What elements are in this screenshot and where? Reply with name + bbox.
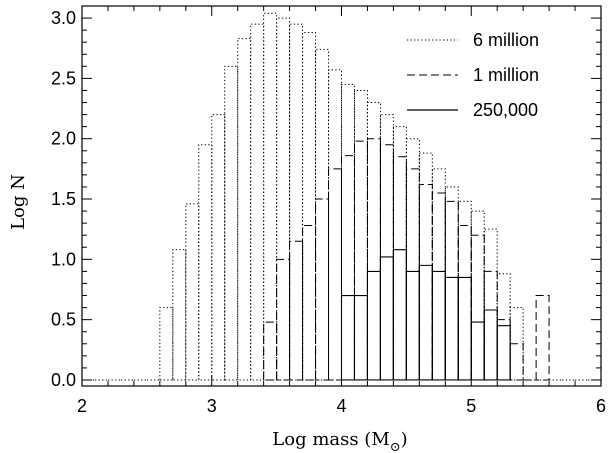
bar-solid-6 — [418, 264, 433, 381]
bar-dotted-13 — [250, 23, 265, 381]
legend: 6 million 1 million 250,000 — [407, 30, 539, 120]
bar-solid-10 — [470, 321, 485, 381]
bar-solid-7 — [431, 270, 446, 381]
bar-solid-11 — [483, 309, 498, 381]
bar-solid-9 — [457, 276, 472, 381]
bar-dashed-9 — [379, 144, 394, 381]
legend-label-dashed: 1 million — [473, 65, 539, 85]
bar-solid-0 — [340, 294, 356, 381]
bar-dotted-8 — [185, 203, 200, 381]
bar-dashed-19 — [509, 343, 524, 381]
legend-label-dotted: 6 million — [473, 30, 539, 50]
x-tick-label: 3 — [207, 396, 217, 416]
bar-dashed-1 — [276, 258, 291, 381]
x-axis-title: Log mass (M⊙) — [272, 429, 407, 453]
bar-solid-1 — [353, 294, 368, 381]
y-tick-label: 1.0 — [51, 249, 76, 269]
y-tick-label: 1.5 — [51, 189, 76, 209]
bar-dashed-16 — [470, 234, 485, 381]
bar-dotted-32 — [496, 273, 511, 381]
bar-solid-4 — [392, 249, 407, 381]
bar-dotted-26 — [418, 152, 433, 381]
series-solid — [340, 249, 511, 381]
bar-dotted-15 — [276, 17, 291, 381]
bar-dotted-22 — [366, 102, 381, 381]
y-tick-label: 2.5 — [51, 68, 76, 88]
bar-dashed-17 — [483, 270, 498, 381]
bar-solid-5 — [405, 270, 420, 381]
y-axis-title: Log N — [8, 174, 29, 230]
bar-dotted-16 — [289, 23, 304, 381]
bar-dashed-3 — [302, 225, 317, 381]
bar-dotted-27 — [431, 168, 446, 381]
bar-dotted-29 — [457, 200, 472, 381]
bar-dotted-20 — [341, 83, 355, 381]
bar-dashed-7 — [353, 140, 368, 381]
bar-solid-3 — [379, 256, 394, 381]
bar-dotted-7 — [172, 249, 187, 381]
bar-dotted-9 — [198, 144, 213, 381]
bar-solid-12 — [496, 325, 511, 381]
bar-dotted-28 — [444, 186, 459, 381]
y-tick-label: 0.0 — [51, 370, 76, 390]
bar-dotted-25 — [405, 138, 420, 381]
bar-dotted-23 — [379, 114, 394, 381]
bar-dotted-14 — [263, 12, 278, 381]
bar-dotted-24 — [392, 126, 407, 381]
bar-dotted-21 — [353, 89, 368, 381]
bar-dotted-10 — [211, 114, 226, 381]
bar-dashed-5 — [328, 168, 342, 381]
bar-dotted-11 — [224, 65, 239, 381]
bar-dotted-19 — [328, 69, 342, 381]
y-tick-label: 3.0 — [51, 8, 76, 28]
x-tick-label: 5 — [466, 396, 476, 416]
bar-dashed-13 — [431, 192, 446, 381]
bar-dashed-0 — [263, 321, 278, 381]
bar-dotted-17 — [302, 32, 317, 381]
bar-dotted-18 — [315, 48, 330, 381]
bar-dashed-18 — [496, 319, 511, 381]
bar-solid-2 — [366, 270, 381, 381]
bar-dashed-4 — [315, 198, 330, 381]
x-tick-label: 6 — [596, 396, 606, 416]
x-tick-label: 2 — [77, 396, 87, 416]
bar-dotted-12 — [237, 38, 252, 381]
bar-dashed-2 — [289, 240, 304, 381]
bar-dashed-14 — [444, 200, 459, 381]
bar-dotted-30 — [470, 210, 485, 381]
bar-dashed-21 — [535, 295, 550, 381]
y-tick-label: 2.0 — [51, 129, 76, 149]
bar-dotted-31 — [483, 228, 498, 381]
ticks-layer: 2 3 4 5 6 0.0 0.5 1.0 1.5 2.0 2.5 3.0 — [51, 6, 606, 416]
bar-dashed-12 — [418, 184, 433, 381]
bar-dashed-8 — [366, 138, 381, 381]
bar-dashed-6 — [341, 155, 355, 381]
bar-dotted-6 — [159, 307, 174, 381]
bar-dashed-10 — [392, 156, 407, 381]
bars-layer — [82, 12, 601, 381]
bar-dashed-15 — [457, 225, 472, 381]
bar-dashed-11 — [405, 168, 420, 381]
legend-label-solid: 250,000 — [473, 100, 538, 120]
y-tick-label: 0.5 — [51, 310, 76, 330]
bar-solid-8 — [444, 276, 459, 381]
x-tick-label: 4 — [336, 396, 346, 416]
